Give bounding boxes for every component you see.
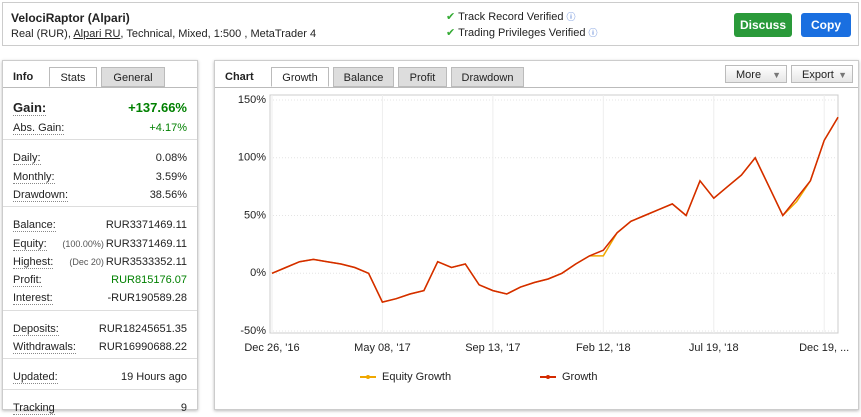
stat-row: Tracking 9 bbox=[13, 399, 187, 417]
tab[interactable]: General bbox=[101, 67, 165, 87]
stat-label: Abs. Gain: bbox=[13, 122, 65, 135]
separator bbox=[3, 139, 197, 141]
stat-row: Abs. Gain: +4.17% bbox=[13, 119, 187, 137]
stat-label: Highest: bbox=[13, 255, 54, 269]
stat-value: +4.17% bbox=[149, 119, 187, 137]
stat-label: Daily: bbox=[13, 152, 41, 166]
discuss-button[interactable]: Discuss bbox=[734, 13, 792, 37]
stat-value: RUR3371469.11 bbox=[106, 216, 187, 234]
stat-row: Daily: 0.08% bbox=[13, 149, 187, 167]
more-button[interactable]: More ▼ bbox=[725, 65, 787, 83]
stat-row: Interest: -RUR190589.28 bbox=[13, 289, 187, 307]
stat-value-text: RUR3371469.11 bbox=[105, 237, 187, 250]
tab[interactable]: Stats bbox=[49, 67, 97, 87]
stat-label: Gain: bbox=[13, 100, 47, 116]
verified: ✔ Trading Privileges Verified ⓘ bbox=[446, 27, 598, 39]
stat-value: 3.59% bbox=[156, 168, 187, 186]
subtitle-text: Real (RUR), bbox=[11, 28, 74, 40]
stat-row: Highest: (Dec 20) RUR3533352.11 bbox=[13, 253, 187, 271]
stat-value: RUR815176.07 bbox=[111, 271, 187, 289]
button-text: More bbox=[736, 69, 762, 81]
separator bbox=[3, 358, 197, 360]
stat-value: 38.56% bbox=[150, 186, 187, 204]
title: VelociRaptor (Alpari) bbox=[11, 11, 130, 25]
panel-title: Chart bbox=[225, 71, 254, 83]
stat-value-text: 3.59% bbox=[155, 170, 187, 183]
stat-label: Monthly: bbox=[13, 170, 55, 184]
tab[interactable]: Profit bbox=[398, 67, 447, 87]
tab[interactable]: Drawdown bbox=[451, 67, 524, 87]
stat-value: RUR18245651.35 bbox=[99, 320, 187, 338]
stat-value-text: 9 bbox=[180, 401, 187, 414]
button-text: Export bbox=[802, 69, 834, 81]
stat-row: Gain: +137.66% bbox=[13, 99, 187, 117]
subtitle: Real (RUR), Alpari RU, Technical, Mixed,… bbox=[11, 28, 316, 40]
stat-row: Deposits: RUR18245651.35 bbox=[13, 320, 187, 338]
subtitle-text: , Technical, Mixed, 1:500 , MetaTrader 4 bbox=[120, 28, 317, 40]
stat-value: RUR16990688.22 bbox=[99, 338, 187, 356]
stat-note: (Dec 20) bbox=[69, 256, 104, 267]
stat-value-text: +4.17% bbox=[149, 122, 187, 134]
stat-row: Withdrawals: RUR16990688.22 bbox=[13, 338, 187, 356]
stat-value-text: RUR3533352.11 bbox=[105, 255, 187, 268]
stat-row: Updated: 19 Hours ago bbox=[13, 368, 187, 386]
verified: ✔ Track Record Verified ⓘ bbox=[446, 11, 576, 23]
info-panel: Info Stats General Gain: +137.66% Abs. Gai… bbox=[2, 60, 198, 415]
stat-value: 9 bbox=[181, 399, 187, 417]
stat-value-text: -RUR190589.28 bbox=[107, 292, 188, 305]
header: VelociRaptor (Alpari) Real (RUR), Alpari… bbox=[2, 2, 859, 46]
stat-value-text: 0.08% bbox=[155, 152, 187, 165]
stat-row: Monthly: 3.59% bbox=[13, 168, 187, 186]
copy-button[interactable]: Copy bbox=[801, 13, 851, 37]
stat-label: Balance: bbox=[13, 219, 56, 233]
stat-value-text: 19 Hours ago bbox=[120, 371, 187, 384]
stat-value-text: RUR3371469.11 bbox=[105, 219, 187, 232]
stat-label: Drawdown: bbox=[13, 188, 69, 202]
stat-value: (Dec 20) RUR3533352.11 bbox=[69, 253, 187, 271]
export-button[interactable]: Export ▼ bbox=[791, 65, 853, 83]
stat-value-text: RUR16990688.22 bbox=[98, 341, 187, 353]
broker-link[interactable]: Alpari RU bbox=[73, 28, 121, 40]
stat-value-text: RUR815176.07 bbox=[111, 274, 187, 287]
stat-label: Tracking bbox=[13, 401, 55, 415]
chart-panel: Chart Growth Balance Profit Drawdown Mor… bbox=[214, 60, 859, 410]
tab[interactable]: Growth bbox=[271, 67, 329, 87]
stat-value: -RUR190589.28 bbox=[108, 289, 188, 307]
separator bbox=[3, 388, 197, 390]
verified-text: Trading Privileges Verified bbox=[458, 27, 586, 39]
stat-row: Drawdown: 38.56% bbox=[13, 186, 187, 204]
separator bbox=[3, 206, 197, 208]
stat-label: Updated: bbox=[13, 371, 58, 385]
stat-label: Profit: bbox=[13, 274, 42, 288]
stat-label: Withdrawals: bbox=[13, 341, 76, 354]
stat-label: Deposits: bbox=[13, 322, 59, 336]
stat-value: 0.08% bbox=[156, 149, 187, 167]
stat-label: Equity: bbox=[13, 237, 47, 251]
stat-row: Equity: (100.00%) RUR3371469.11 bbox=[13, 235, 187, 253]
panel-title: Info bbox=[13, 71, 34, 83]
stat-value-text: 38.56% bbox=[149, 188, 187, 201]
stat-row: Profit: RUR815176.07 bbox=[13, 271, 187, 289]
separator bbox=[3, 309, 197, 311]
stat-value: (100.00%) RUR3371469.11 bbox=[62, 235, 187, 253]
stat-label: Interest: bbox=[13, 292, 53, 306]
stat-value: 19 Hours ago bbox=[121, 368, 187, 386]
tab[interactable]: Balance bbox=[333, 67, 394, 87]
stat-row: Balance: RUR3371469.11 bbox=[13, 216, 187, 234]
stat-value: +137.66% bbox=[128, 99, 187, 117]
verified-text: Track Record Verified bbox=[458, 11, 564, 23]
stat-note: (100.00%) bbox=[62, 238, 104, 249]
stat-value-text: RUR18245651.35 bbox=[98, 322, 187, 335]
stat-value-text: +137.66% bbox=[128, 100, 187, 115]
